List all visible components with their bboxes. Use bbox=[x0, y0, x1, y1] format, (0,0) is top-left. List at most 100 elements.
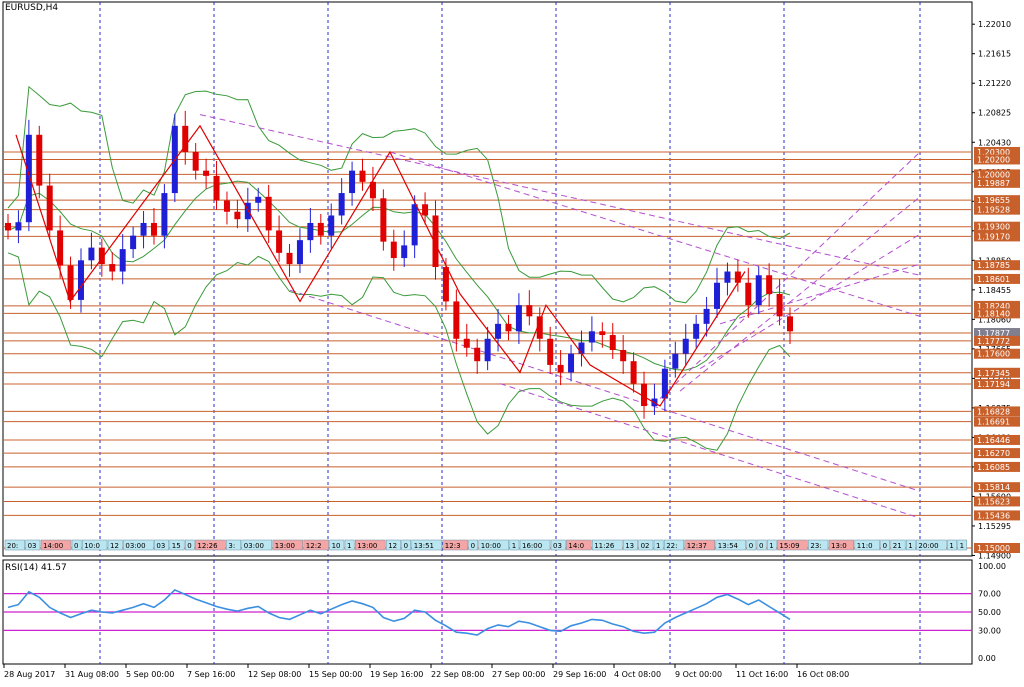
level-label-box bbox=[974, 146, 1020, 157]
time-tag-box bbox=[638, 539, 654, 551]
candle-body bbox=[734, 271, 741, 283]
level-label: 1.16828 bbox=[977, 407, 1010, 416]
candle-body bbox=[682, 338, 689, 354]
time-tag-box bbox=[169, 539, 185, 551]
x-axis-label: 29 Sep 16:00 bbox=[553, 670, 606, 679]
candle-body bbox=[223, 200, 230, 212]
time-tag-box bbox=[880, 539, 891, 551]
time-tag: 21 bbox=[893, 542, 902, 550]
level-label: 1.17877 bbox=[977, 329, 1010, 338]
time-tag: 1 bbox=[960, 542, 964, 550]
time-tag: 20: bbox=[7, 542, 18, 550]
time-tag: 1 bbox=[769, 542, 773, 550]
time-tag-box bbox=[947, 539, 957, 551]
band-middle bbox=[7, 180, 791, 371]
candle-body bbox=[25, 134, 32, 223]
candle-body bbox=[46, 185, 53, 231]
candle-body bbox=[693, 323, 700, 339]
candle-body bbox=[276, 230, 283, 253]
level-label: 1.15436 bbox=[977, 511, 1010, 520]
rsi-tick-label: 0.00 bbox=[978, 654, 996, 663]
time-tag-box bbox=[550, 539, 566, 551]
time-tag-box bbox=[344, 539, 355, 551]
price-tick-label: 1.18455 bbox=[978, 286, 1011, 295]
time-tag: 12:3 bbox=[445, 542, 461, 550]
x-axis-label: 11 Oct 16:00 bbox=[736, 670, 788, 679]
level-label: 1.19300 bbox=[977, 223, 1010, 232]
candle-body bbox=[401, 245, 408, 259]
price-tick-label: 1.21615 bbox=[978, 50, 1011, 59]
trend-line bbox=[679, 196, 921, 392]
x-axis-label: 12 Sep 08:00 bbox=[248, 670, 301, 679]
time-tag: 11:0 bbox=[857, 542, 873, 550]
time-tag-box bbox=[684, 539, 716, 551]
time-tag: 0 bbox=[74, 542, 78, 550]
candle-body bbox=[15, 222, 22, 231]
time-tag: 15:09 bbox=[779, 542, 799, 550]
level-label-box bbox=[974, 195, 1020, 206]
level-label-box bbox=[974, 231, 1020, 242]
candle-body bbox=[557, 364, 564, 373]
price-tick-label: 1.15295 bbox=[978, 522, 1011, 531]
candle-body bbox=[766, 275, 773, 294]
candle-body bbox=[161, 193, 168, 236]
level-label-box bbox=[974, 543, 1020, 553]
time-tag-box bbox=[653, 539, 664, 551]
rsi-tick-label: 70.00 bbox=[978, 590, 1001, 599]
candle-body bbox=[77, 260, 84, 300]
candle-body bbox=[140, 222, 147, 236]
time-tag: 3: bbox=[228, 542, 235, 550]
time-tag: 10:00 bbox=[481, 542, 501, 550]
level-label: 1.17600 bbox=[977, 350, 1010, 359]
time-tag: 10 bbox=[332, 542, 341, 550]
candle-body bbox=[328, 215, 335, 236]
rsi-line bbox=[7, 588, 791, 636]
candle-body bbox=[714, 282, 721, 309]
candle-body bbox=[599, 331, 606, 336]
candle-body bbox=[182, 125, 189, 152]
time-tag: 1 bbox=[949, 542, 953, 550]
x-axis-label: 7 Sep 16:00 bbox=[187, 670, 235, 679]
level-label: 1.19528 bbox=[977, 206, 1010, 215]
candle-body bbox=[317, 222, 324, 236]
level-label-box bbox=[974, 221, 1020, 232]
time-tag-box bbox=[123, 539, 154, 551]
time-tag-box bbox=[777, 539, 808, 551]
candle-body bbox=[213, 175, 220, 201]
level-label-box bbox=[974, 448, 1020, 459]
time-tag: 12 bbox=[110, 542, 119, 550]
candle-body bbox=[547, 338, 554, 365]
trend-line bbox=[659, 151, 921, 399]
trend-line bbox=[699, 233, 921, 370]
level-label: 1.20000 bbox=[977, 170, 1010, 179]
level-label: 1.19887 bbox=[977, 179, 1010, 188]
candle-body bbox=[755, 275, 762, 306]
level-label-box bbox=[974, 379, 1020, 390]
candle-body bbox=[776, 293, 783, 317]
candle-body bbox=[703, 308, 710, 324]
level-label-box bbox=[974, 496, 1020, 507]
candle-body bbox=[150, 222, 157, 236]
level-label-box bbox=[974, 406, 1020, 417]
time-tag-box bbox=[385, 539, 401, 551]
time-tag: 0 bbox=[759, 542, 763, 550]
time-tag: 13:54 bbox=[718, 542, 739, 550]
time-tag-box bbox=[663, 539, 685, 551]
candle-body bbox=[422, 204, 429, 216]
level-label-box bbox=[974, 204, 1020, 215]
candle-body bbox=[380, 198, 387, 242]
time-tag-box bbox=[241, 539, 273, 551]
level-label-box bbox=[974, 482, 1020, 493]
time-tag-box bbox=[622, 539, 638, 551]
trend-line bbox=[199, 114, 921, 276]
time-tag-box bbox=[303, 539, 329, 551]
band-upper bbox=[7, 85, 791, 304]
time-tag-box bbox=[746, 539, 757, 551]
time-tag-box bbox=[509, 539, 520, 551]
time-tag: 03 bbox=[553, 542, 562, 550]
x-axis-label: 4 Oct 08:00 bbox=[614, 670, 661, 679]
candle-body bbox=[338, 193, 345, 216]
candle-body bbox=[661, 368, 668, 399]
time-tag-box bbox=[272, 539, 304, 551]
